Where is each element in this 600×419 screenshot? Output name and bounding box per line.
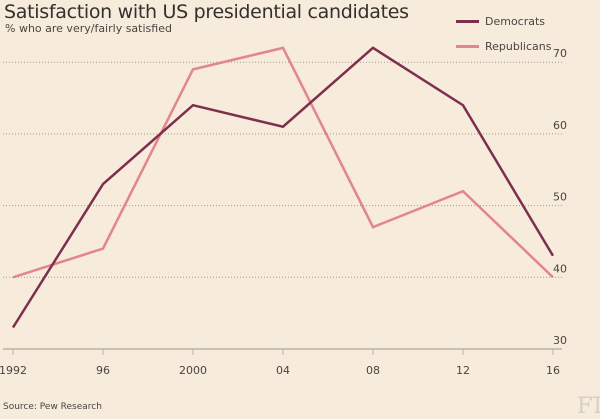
legend-item-republicans: Republicans (456, 39, 551, 53)
legend-swatch-republicans (456, 44, 479, 48)
x-tick-label: 12 (456, 364, 470, 377)
x-tick-label: 1992 (0, 364, 27, 377)
series-line-republicans (12, 46, 554, 279)
x-tick-label: 2000 (179, 364, 207, 377)
chart-title: Satisfaction with US presidential candid… (4, 1, 409, 23)
x-tick-label: 04 (276, 364, 290, 377)
y-tick-label: 70 (553, 47, 567, 60)
x-tick-label: 16 (546, 364, 560, 377)
legend-label-republicans: Republicans (485, 39, 552, 53)
source-note: Source: Pew Research (3, 402, 102, 412)
y-tick-label: 50 (553, 191, 567, 204)
legend: Democrats Republicans (456, 14, 551, 64)
x-tick-label: 08 (366, 364, 380, 377)
legend-swatch-democrats (456, 19, 479, 23)
y-tick-label: 40 (553, 262, 567, 275)
ft-logo: FT (577, 394, 600, 419)
legend-item-democrats: Democrats (456, 14, 551, 28)
series-line-democrats (11, 46, 555, 329)
legend-label-democrats: Democrats (485, 14, 546, 28)
chart-subtitle: % who are very/fairly satisfied (5, 22, 172, 35)
y-tick-label: 30 (553, 334, 567, 347)
x-tick-label: 96 (96, 364, 110, 377)
y-tick-label: 60 (553, 119, 567, 132)
